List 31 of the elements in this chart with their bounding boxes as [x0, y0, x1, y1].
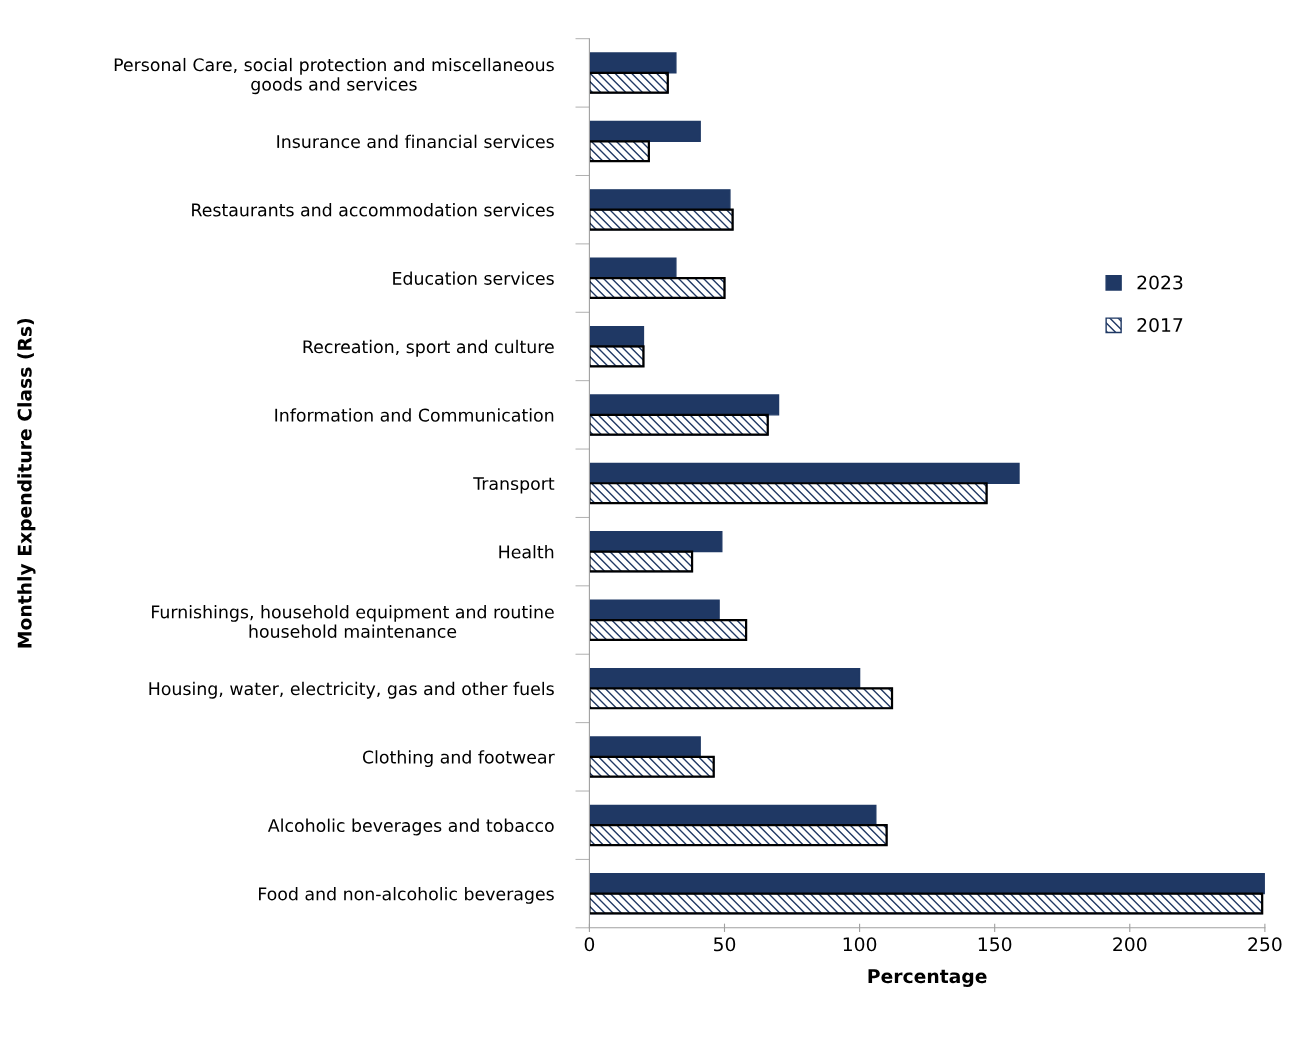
bar — [589, 189, 731, 211]
x-axis-title: Percentage — [868, 969, 987, 988]
bar — [589, 462, 1020, 484]
y-tick-label: Transport — [473, 477, 555, 494]
x-tick-label: 50 — [714, 937, 736, 952]
x-tick-label: 0 — [584, 937, 595, 952]
y-tick-label: Clothing and footwear — [362, 750, 555, 768]
bar — [589, 736, 701, 758]
x-tick-label: 100 — [843, 937, 877, 952]
y-axis-title: Monthly Expenditure Class (Rs) — [17, 318, 36, 648]
y-tick-label: Education services — [393, 271, 554, 285]
legend-label: 2023 — [1137, 275, 1183, 290]
x-tick-label: 250 — [1248, 937, 1282, 952]
y-tick-label: Furnishings, household equipment and routine household maintenance — [152, 605, 554, 638]
y-tick-label: Recreation, sport and culture — [303, 339, 554, 357]
y-tick-label: Housing, water, electricity, gas and other fuels — [149, 681, 554, 699]
legend-label: 2017 — [1137, 317, 1183, 333]
bar — [589, 52, 677, 74]
y-tick-label: Alcoholic beverages and tobacco — [267, 818, 554, 836]
x-tick-label: 200 — [1113, 937, 1147, 952]
y-tick-label: Health — [499, 545, 554, 559]
bar — [589, 394, 780, 416]
x-tick-label: 150 — [978, 937, 1012, 952]
y-tick-label: Restaurants and accommodation services — [192, 203, 554, 217]
y-tick-label: Information and Communication — [275, 408, 554, 422]
bar — [589, 804, 877, 826]
bar — [589, 120, 701, 142]
y-tick-label: Personal Care, social protection and miscellaneous goods and services — [114, 57, 554, 95]
bar — [589, 531, 723, 553]
y-tick-label: Insurance and financial services — [277, 134, 554, 149]
y-tick-label: Food and non-alcoholic beverages — [259, 887, 554, 904]
